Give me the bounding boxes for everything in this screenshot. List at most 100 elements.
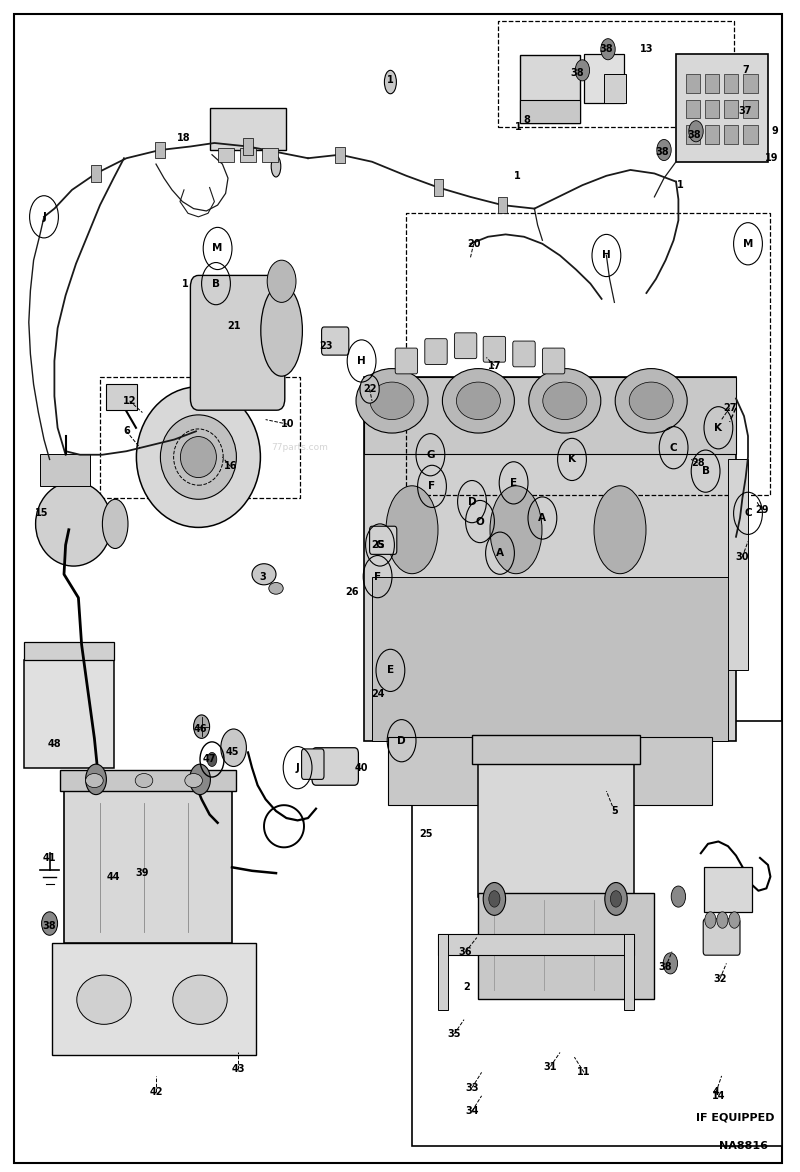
Circle shape bbox=[663, 953, 678, 974]
FancyBboxPatch shape bbox=[395, 348, 418, 374]
Text: 24: 24 bbox=[371, 689, 384, 699]
Text: 33: 33 bbox=[466, 1083, 478, 1092]
Text: 40: 40 bbox=[355, 763, 368, 772]
Circle shape bbox=[483, 883, 506, 915]
Ellipse shape bbox=[442, 368, 514, 434]
Circle shape bbox=[360, 375, 379, 403]
Text: J: J bbox=[296, 763, 299, 772]
FancyBboxPatch shape bbox=[454, 333, 477, 359]
Bar bbox=[724, 100, 738, 118]
Text: 9: 9 bbox=[771, 127, 778, 136]
Text: 37: 37 bbox=[739, 107, 752, 116]
FancyBboxPatch shape bbox=[513, 341, 535, 367]
Bar bbox=[364, 377, 736, 454]
Text: 46: 46 bbox=[194, 724, 206, 734]
Bar bbox=[686, 125, 700, 144]
Bar bbox=[218, 148, 234, 162]
Text: J: J bbox=[42, 212, 46, 222]
Text: 1: 1 bbox=[514, 171, 521, 180]
Text: M: M bbox=[213, 244, 222, 253]
Text: 41: 41 bbox=[43, 853, 56, 863]
Text: 45: 45 bbox=[226, 748, 238, 757]
Circle shape bbox=[207, 752, 217, 766]
FancyBboxPatch shape bbox=[302, 749, 324, 779]
Ellipse shape bbox=[384, 70, 397, 94]
Text: 21: 21 bbox=[227, 321, 240, 331]
Bar bbox=[24, 642, 114, 660]
Ellipse shape bbox=[386, 485, 438, 573]
Text: 13: 13 bbox=[640, 45, 653, 54]
FancyBboxPatch shape bbox=[425, 339, 447, 364]
Bar bbox=[743, 125, 758, 144]
Text: F: F bbox=[374, 572, 381, 581]
Text: 26: 26 bbox=[346, 587, 358, 597]
Text: G: G bbox=[426, 450, 434, 459]
Text: 47: 47 bbox=[203, 755, 216, 764]
Bar bbox=[388, 737, 712, 805]
Bar bbox=[91, 165, 101, 182]
Ellipse shape bbox=[135, 774, 153, 788]
Text: 5: 5 bbox=[611, 806, 618, 816]
Text: G: G bbox=[376, 540, 384, 550]
Ellipse shape bbox=[136, 387, 260, 527]
Text: 4: 4 bbox=[713, 1088, 719, 1097]
Bar bbox=[412, 721, 782, 1146]
Circle shape bbox=[610, 891, 622, 907]
Bar bbox=[724, 125, 738, 144]
Text: 77parts.com: 77parts.com bbox=[271, 443, 329, 452]
Bar bbox=[434, 179, 443, 196]
Ellipse shape bbox=[356, 368, 428, 434]
Text: 38: 38 bbox=[599, 45, 614, 54]
Circle shape bbox=[42, 912, 58, 935]
Text: 23: 23 bbox=[320, 341, 333, 350]
Circle shape bbox=[221, 729, 246, 766]
Bar bbox=[520, 100, 580, 123]
Text: 6: 6 bbox=[123, 427, 130, 436]
Bar bbox=[243, 138, 253, 155]
Text: M: M bbox=[743, 239, 753, 248]
Text: 10: 10 bbox=[282, 420, 294, 429]
Bar bbox=[584, 54, 624, 103]
Text: 42: 42 bbox=[150, 1088, 162, 1097]
Bar bbox=[364, 377, 736, 741]
Bar bbox=[498, 197, 507, 213]
Bar bbox=[40, 454, 90, 486]
Text: 12: 12 bbox=[123, 396, 136, 406]
Ellipse shape bbox=[173, 975, 227, 1024]
Text: 38: 38 bbox=[658, 962, 673, 972]
Text: 1: 1 bbox=[387, 75, 394, 84]
Ellipse shape bbox=[456, 382, 501, 420]
Circle shape bbox=[671, 886, 686, 907]
Bar bbox=[155, 142, 165, 158]
Bar bbox=[240, 148, 256, 162]
Bar bbox=[728, 459, 748, 670]
Ellipse shape bbox=[77, 975, 131, 1024]
FancyBboxPatch shape bbox=[703, 919, 740, 955]
Text: 38: 38 bbox=[42, 921, 57, 931]
Ellipse shape bbox=[269, 582, 283, 594]
Circle shape bbox=[267, 260, 296, 302]
Bar bbox=[64, 791, 232, 943]
Bar bbox=[106, 384, 137, 410]
Text: 77parts.com: 77parts.com bbox=[63, 818, 121, 827]
Circle shape bbox=[689, 121, 703, 142]
Ellipse shape bbox=[185, 774, 202, 788]
FancyBboxPatch shape bbox=[190, 275, 285, 410]
FancyBboxPatch shape bbox=[542, 348, 565, 374]
Bar bbox=[438, 934, 448, 1010]
Text: 16: 16 bbox=[224, 462, 237, 471]
Bar bbox=[60, 770, 236, 791]
Bar bbox=[724, 74, 738, 93]
Text: 17: 17 bbox=[488, 361, 501, 370]
Text: 1: 1 bbox=[182, 279, 189, 288]
Text: 36: 36 bbox=[459, 947, 472, 956]
Bar bbox=[705, 100, 719, 118]
Text: A: A bbox=[496, 548, 504, 558]
Text: 38: 38 bbox=[570, 68, 585, 77]
Text: NA8816: NA8816 bbox=[719, 1140, 769, 1151]
Bar bbox=[705, 125, 719, 144]
Bar bbox=[624, 934, 634, 1010]
Text: 38: 38 bbox=[687, 130, 702, 139]
Text: 29: 29 bbox=[755, 505, 768, 515]
Text: 35: 35 bbox=[448, 1029, 461, 1038]
